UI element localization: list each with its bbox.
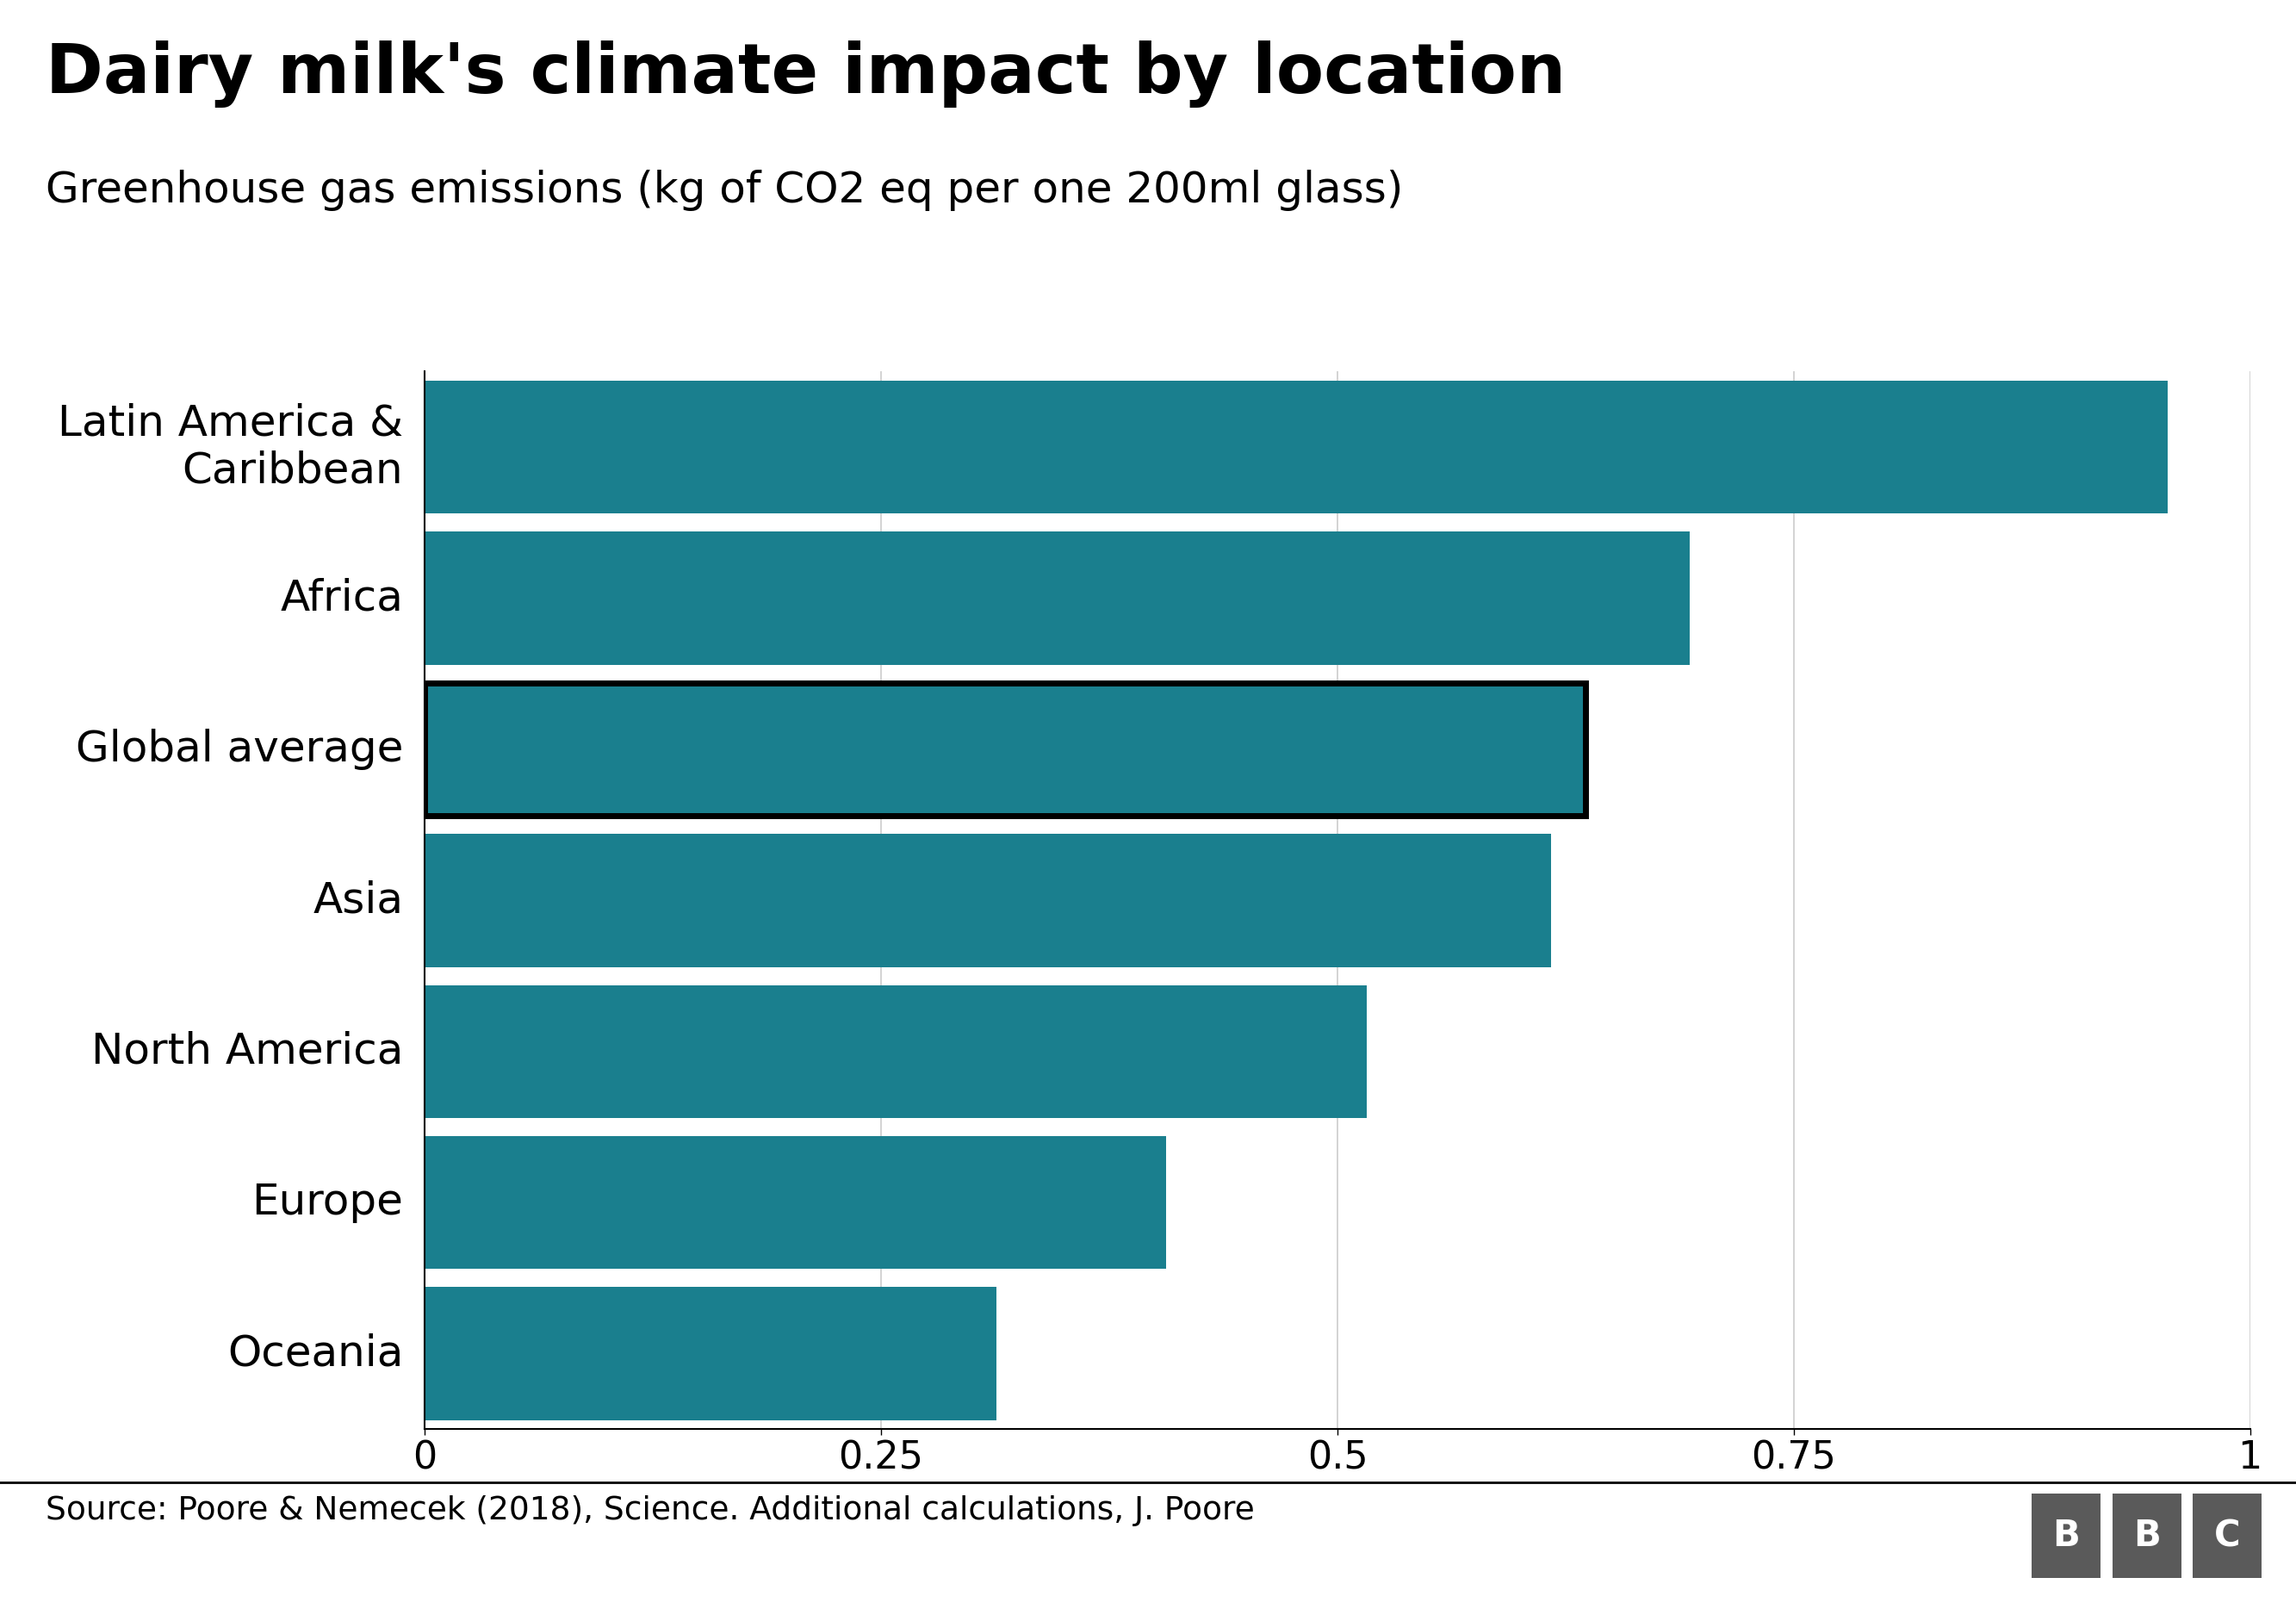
Bar <box>425 1135 1166 1269</box>
Bar <box>425 683 1587 816</box>
Text: C: C <box>2213 1518 2241 1554</box>
Bar <box>425 1287 996 1420</box>
Bar <box>425 833 1552 967</box>
Text: B: B <box>2053 1518 2080 1554</box>
Text: Dairy milk's climate impact by location: Dairy milk's climate impact by location <box>46 40 1566 108</box>
Text: B: B <box>2133 1518 2161 1554</box>
Bar <box>425 985 1366 1118</box>
Bar <box>425 381 2167 514</box>
Bar <box>425 683 1587 816</box>
Text: Greenhouse gas emissions (kg of CO2 eq per one 200ml glass): Greenhouse gas emissions (kg of CO2 eq p… <box>46 170 1403 212</box>
Bar <box>425 531 1690 665</box>
Text: Source: Poore & Nemecek (2018), Science. Additional calculations, J. Poore: Source: Poore & Nemecek (2018), Science.… <box>46 1495 1256 1526</box>
